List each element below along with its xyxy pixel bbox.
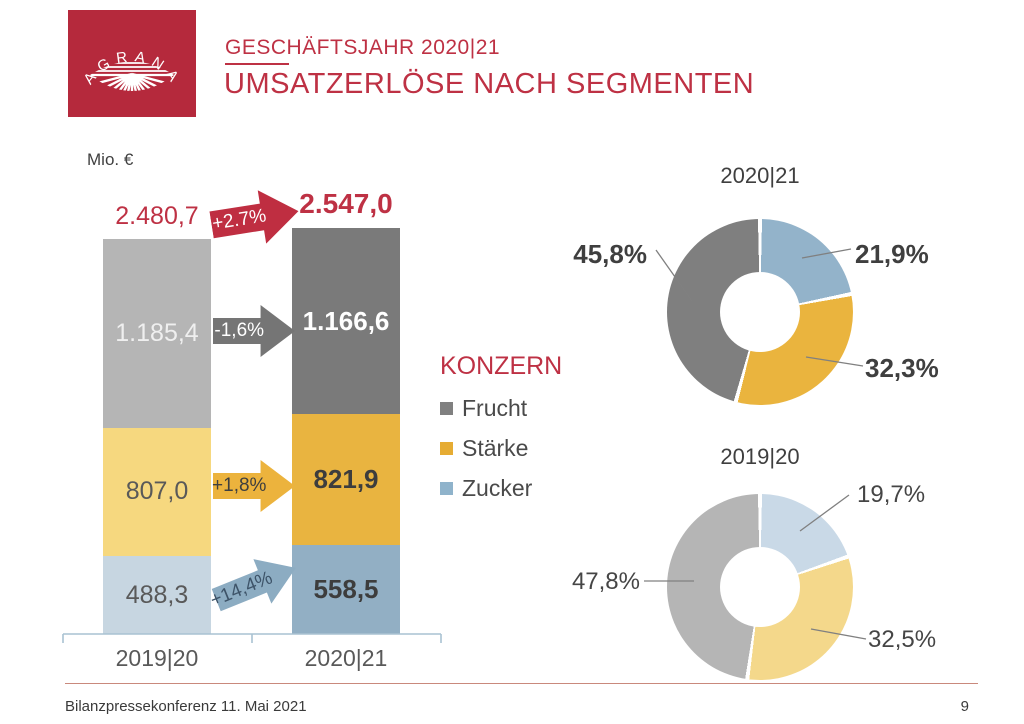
donut-title-2019-20: 2019|20 (720, 444, 800, 469)
bar-segment-staerke: 807,0 (103, 427, 211, 557)
change-arrow-label: +14,4% (207, 567, 276, 612)
donut-label-zucker: 19,7% (857, 481, 926, 508)
change-arrow-zucker: +14,4% (207, 546, 305, 623)
legend-item-frucht: Frucht (440, 395, 562, 422)
x-axis (62, 633, 442, 643)
legend: KONZERN Frucht Stärke Zucker (440, 352, 562, 515)
bar-segment-frucht: 1.185,4 (103, 238, 211, 428)
bar-segment-frucht: 1.166,6 (292, 228, 400, 415)
x-axis-label-2019-20: 2019|20 (115, 645, 199, 671)
bar-total-label: 2.547,0 (299, 188, 393, 220)
legend-item-label: Stärke (462, 435, 529, 461)
donut-title-2020-21: 2020|21 (720, 163, 800, 188)
bar-segment-zucker: 488,3 (103, 556, 211, 634)
donut-chart-2019-20 (667, 494, 853, 680)
agrana-logo: AGRANA (68, 10, 196, 117)
segment-value: 821,9 (313, 464, 379, 495)
staerke-swatch-icon (440, 442, 453, 455)
bar-segment-zucker: 558,5 (292, 545, 400, 634)
legend-item-label: Zucker (462, 475, 533, 501)
donut-label-frucht: 47,8% (571, 568, 640, 595)
frucht-swatch-icon (440, 402, 453, 415)
change-arrow-staerke: +1,8% (212, 460, 295, 512)
segment-value: 1.166,6 (302, 305, 390, 336)
donut-label-staerke: 32,3% (865, 353, 939, 383)
change-arrow-label: +2.7% (210, 205, 268, 235)
bar-column-2019-20: 2.480,7 1.185,4 807,0 488,3 (103, 202, 211, 634)
bar-total-label: 2.480,7 (115, 201, 199, 230)
x-axis-label-2020-21: 2020|21 (304, 645, 388, 671)
change-arrow-label: +1,8% (212, 475, 267, 496)
donut-label-frucht: 45,8% (573, 239, 647, 269)
page-title: UMSATZERLÖSE NACH SEGMENTEN (224, 68, 755, 100)
kicker-underline (225, 63, 289, 65)
segment-value: 1.185,4 (115, 318, 199, 347)
change-arrow-frucht: -1,6% (213, 305, 295, 357)
legend-item-staerke: Stärke (440, 435, 562, 462)
change-arrow-label: -1,6% (214, 320, 265, 341)
donut-label-staerke: 32,5% (868, 626, 937, 653)
donut-label-zucker: 21,9% (855, 239, 929, 269)
legend-item-zucker: Zucker (440, 475, 562, 502)
segment-value: 558,5 (313, 574, 379, 604)
legend-item-label: Frucht (462, 395, 528, 421)
bar-segment-staerke: 821,9 (292, 414, 400, 545)
legend-title: KONZERN (440, 352, 563, 380)
segment-value: 488,3 (125, 580, 189, 609)
slide-kicker: GESCHÄFTSJAHR 2020|21 (225, 36, 501, 59)
bar-column-2020-21: 2.547,0 1.166,6 821,9 558,5 (292, 188, 400, 634)
agrana-logo-graphic: AGRANA (68, 10, 196, 117)
footer-divider (65, 683, 978, 684)
donut-chart-2020-21 (667, 219, 853, 405)
change-arrow-total: +2.7% (207, 184, 302, 251)
unit-label: Mio. € (87, 150, 134, 169)
footer-text: Bilanzpressekonferenz 11. Mai 2021 (65, 698, 307, 715)
page-number: 9 (960, 698, 969, 715)
zucker-swatch-icon (440, 482, 453, 495)
segment-value: 807,0 (125, 477, 189, 506)
